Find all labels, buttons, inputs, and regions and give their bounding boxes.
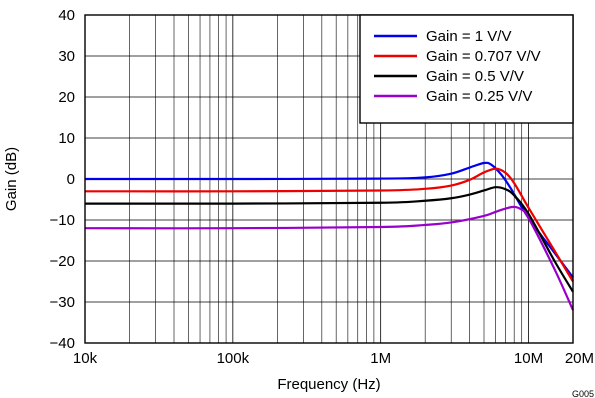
- series-line-3: [84, 186, 574, 293]
- y-tick-label: −10: [50, 212, 75, 229]
- series-line-4: [84, 205, 575, 311]
- y-tick-label: −20: [50, 253, 75, 270]
- y-tick-label: 30: [58, 48, 75, 65]
- y-tick-label: 0: [67, 171, 75, 188]
- x-axis-label: Frequency (Hz): [277, 376, 380, 393]
- y-tick-label: 40: [58, 7, 75, 24]
- y-tick-label: −30: [50, 294, 75, 311]
- legend-label-4: Gain = 0.25 V/V: [426, 88, 532, 105]
- legend-label-1: Gain = 1 V/V: [426, 28, 511, 45]
- legend: Gain = 1 V/V Gain = 0.707 V/V Gain = 0.5 V…: [359, 14, 574, 124]
- y-tick-label: −40: [50, 335, 75, 352]
- figure-id: G005: [572, 389, 594, 398]
- x-tick-label: 100k: [217, 350, 250, 367]
- legend-label-3: Gain = 0.5 V/V: [426, 68, 524, 85]
- plot-frame: [84, 14, 574, 344]
- y-tick-label: 20: [58, 89, 75, 106]
- y-tick-label: 10: [58, 130, 75, 147]
- x-tick-labels: 10k 100k 1M 10M 20M: [73, 350, 594, 367]
- x-tick-label: 20M: [565, 350, 594, 367]
- x-tick-label: 10M: [514, 350, 543, 367]
- series-lines: [84, 161, 575, 311]
- x-tick-label: 10k: [73, 350, 98, 367]
- series-line-2: [84, 167, 574, 283]
- x-tick-label: 1M: [370, 350, 391, 367]
- legend-label-2: Gain = 0.707 V/V: [426, 48, 541, 65]
- y-tick-labels: 40 30 20 10 0 −10 −20 −30 −40: [50, 7, 75, 352]
- legend-box: [359, 14, 574, 124]
- y-axis-label: Gain (dB): [3, 147, 20, 211]
